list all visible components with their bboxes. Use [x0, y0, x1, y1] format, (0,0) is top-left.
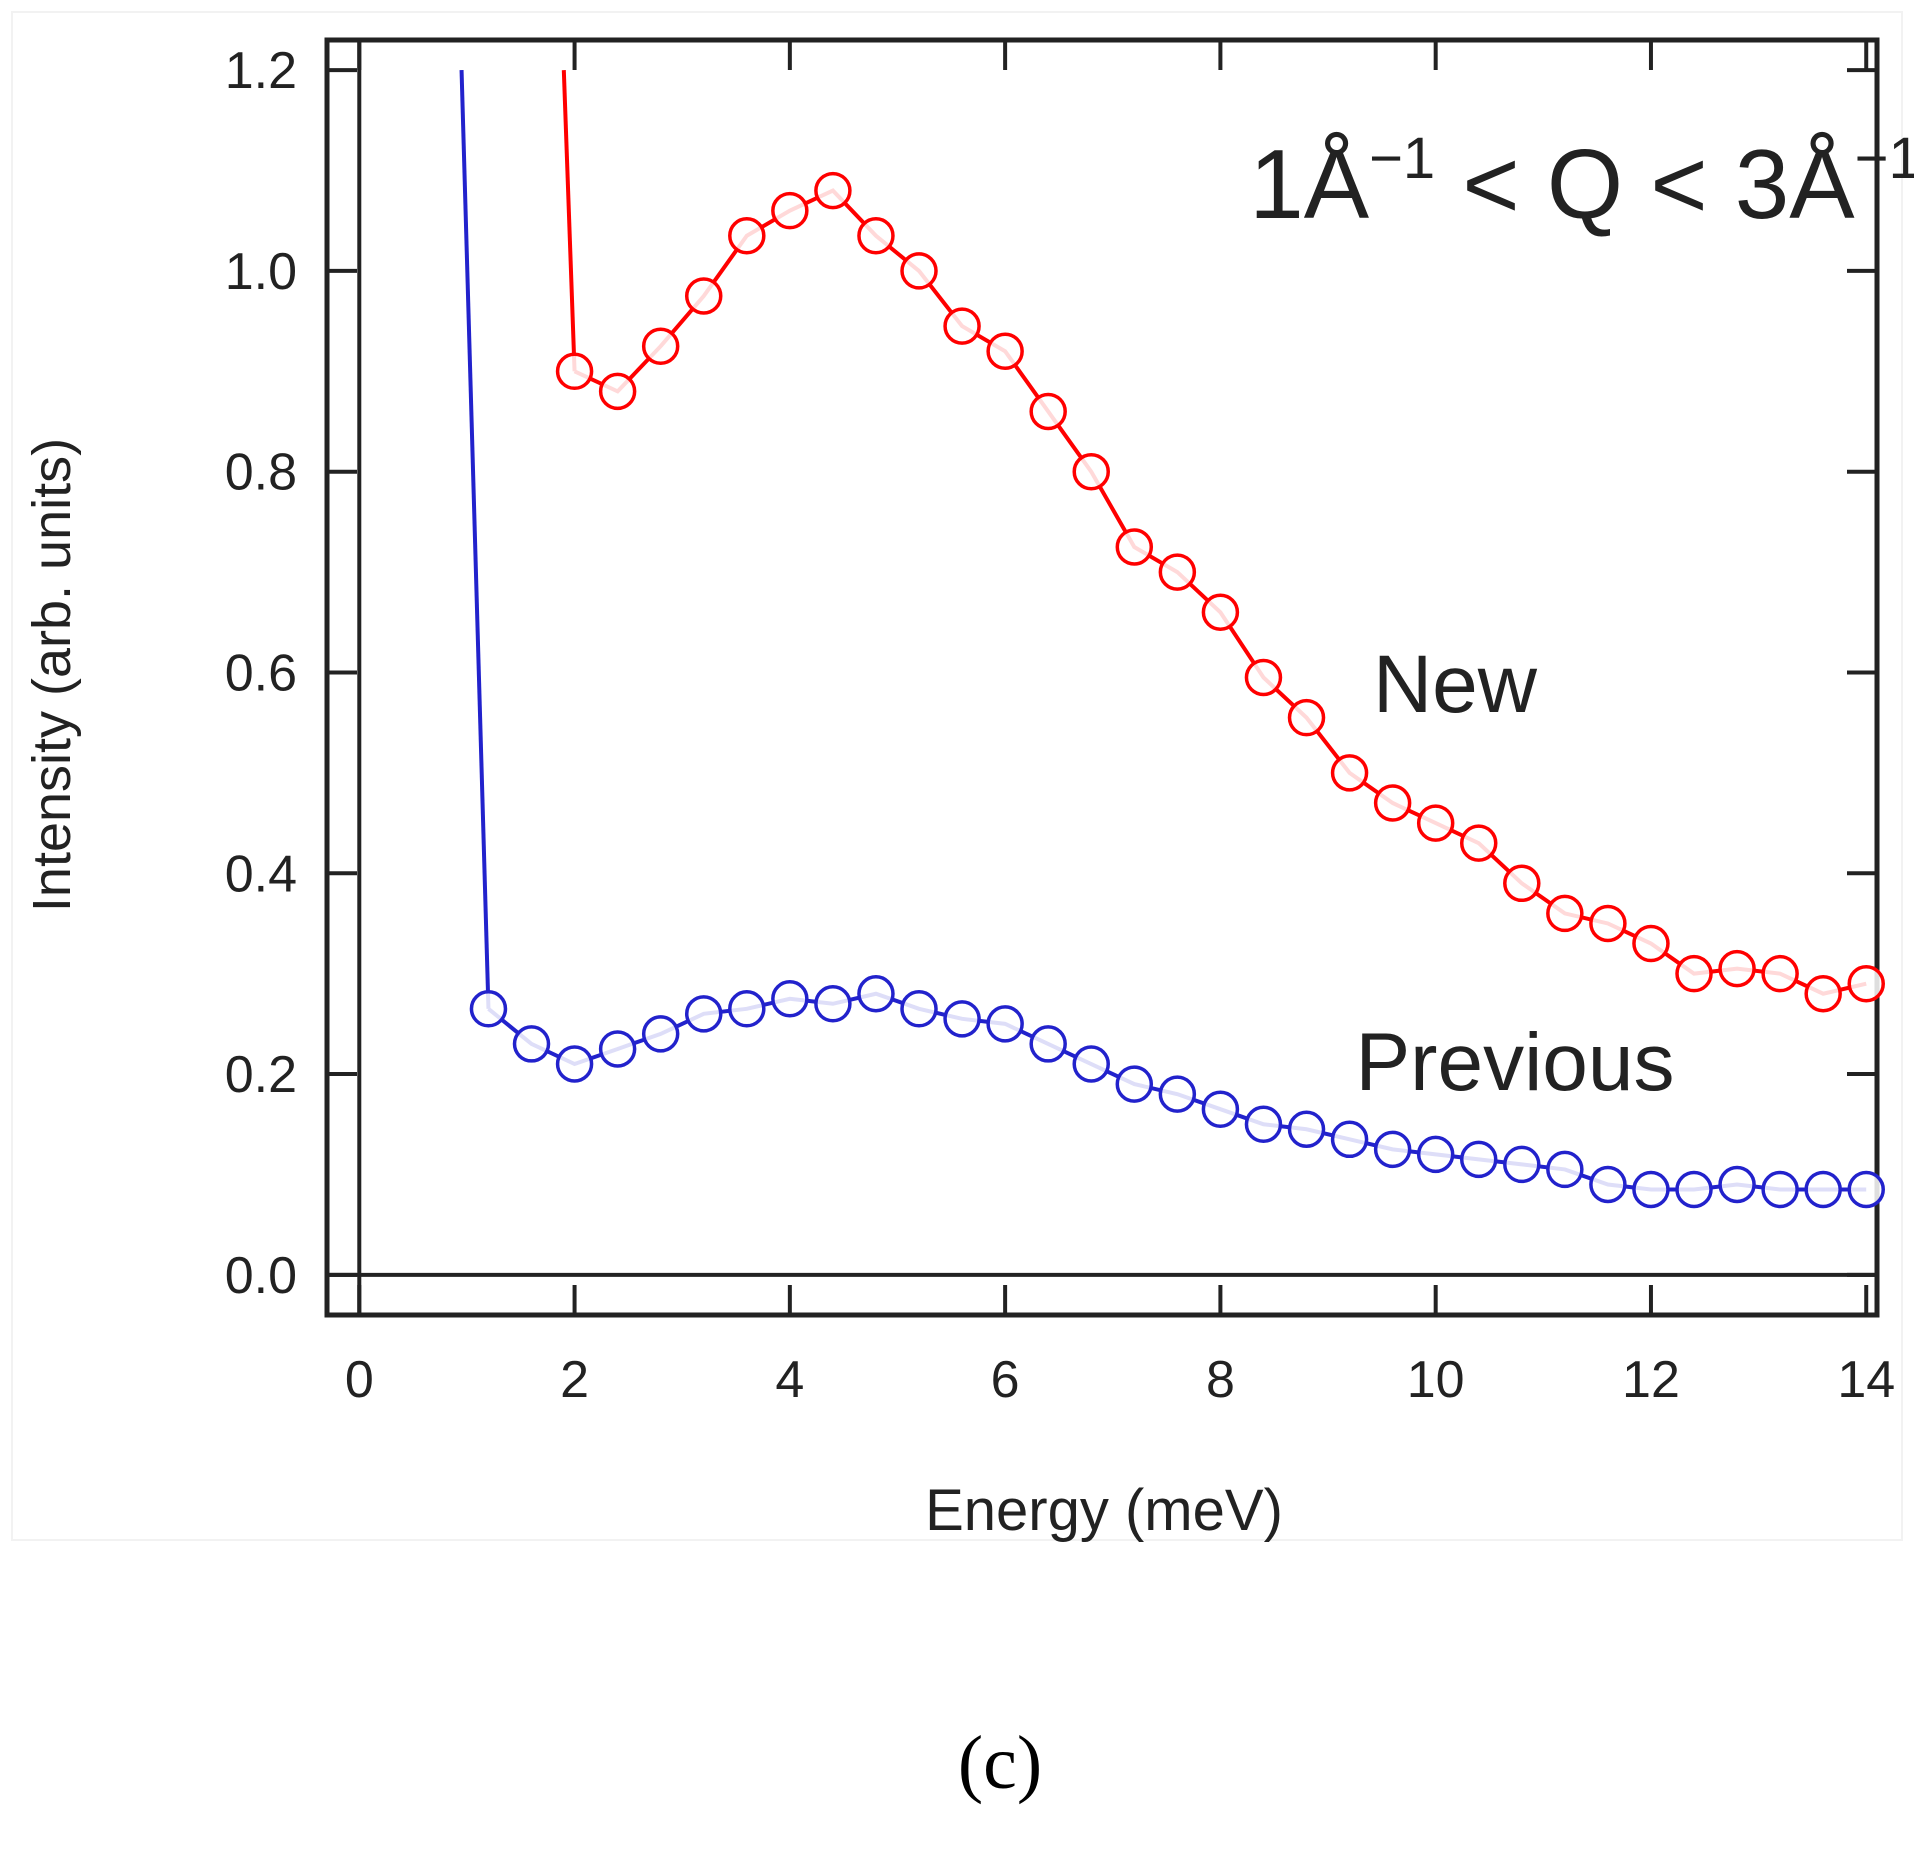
legend-label-new: New [1373, 639, 1538, 730]
series-new-point [558, 354, 592, 388]
series-new-point [859, 219, 893, 253]
y-tick-label: 1.2 [225, 42, 297, 100]
series-previous-point [1591, 1167, 1625, 1201]
series-previous-point [1031, 1027, 1065, 1061]
series-new-point [902, 254, 936, 288]
x-tick-label: 6 [991, 1351, 1020, 1409]
series-previous-point [1290, 1112, 1324, 1146]
series-previous-point [1419, 1137, 1453, 1171]
series-new-point [1806, 977, 1840, 1011]
series-new-point [1074, 455, 1108, 489]
annotation-sup1: −1 [1369, 126, 1435, 191]
series-new-point [773, 194, 807, 228]
series-new-point [730, 219, 764, 253]
x-tick-label: 0 [345, 1351, 374, 1409]
series-previous-point [644, 1017, 678, 1051]
series-new-point [1634, 927, 1668, 961]
series-previous-point [1720, 1167, 1754, 1201]
series-new-point [1763, 957, 1797, 991]
series-new-point [1677, 957, 1711, 991]
series-new-point [1031, 394, 1065, 428]
legend-label-previous: Previous [1355, 1017, 1674, 1108]
series-new-point [1290, 701, 1324, 735]
chart: 0 2 4 6 8 10 12 140.00.20.40.60.81.01.2 1Å−1 < … [0, 0, 1914, 1852]
x-tick-label: 10 [1407, 1351, 1465, 1409]
series-previous-point [988, 1007, 1022, 1041]
y-tick-label: 0.6 [225, 644, 297, 702]
series-new-point [1591, 906, 1625, 940]
series-previous-point [1246, 1107, 1280, 1141]
annotation-sup2: −1 [1855, 126, 1914, 191]
series-new-point [1376, 786, 1410, 820]
series-previous-point [1117, 1067, 1151, 1101]
series-new-point [1117, 530, 1151, 564]
x-axis-label: Energy (meV) [925, 1478, 1283, 1543]
series-previous-point [1505, 1147, 1539, 1181]
y-axis-label: Intensity (arb. units) [22, 438, 82, 912]
series-previous-point [1548, 1152, 1582, 1186]
series-previous-point [1203, 1092, 1237, 1126]
series-new-point [1462, 826, 1496, 860]
figure-background [12, 12, 1902, 1540]
series-previous-point [515, 1027, 549, 1061]
y-tick-label: 0.4 [225, 845, 297, 903]
y-tick-label: 0.2 [225, 1046, 297, 1104]
series-previous-point [902, 992, 936, 1026]
series-new-point [816, 174, 850, 208]
series-previous-point [601, 1032, 635, 1066]
y-tick-label: 0.0 [225, 1247, 297, 1305]
series-previous-point [471, 992, 505, 1026]
series-new-point [1203, 595, 1237, 629]
series-new-point [644, 329, 678, 363]
series-new-point [1160, 555, 1194, 589]
panel-label: (c) [958, 1721, 1042, 1805]
series-previous-point [1634, 1173, 1668, 1207]
series-previous-point [1849, 1173, 1883, 1207]
annotation-middle: < Q < 3Å [1435, 129, 1855, 239]
series-previous-point [1677, 1173, 1711, 1207]
x-tick-label: 14 [1837, 1351, 1895, 1409]
series-previous-point [1074, 1047, 1108, 1081]
y-tick-label: 1.0 [225, 243, 297, 301]
series-previous-point [859, 977, 893, 1011]
x-tick-label: 8 [1206, 1351, 1235, 1409]
series-new-point [601, 374, 635, 408]
series-new-point [687, 279, 721, 313]
series-new-point [1333, 756, 1367, 790]
annotation-prefix: 1Å [1249, 129, 1370, 239]
series-previous-point [687, 997, 721, 1031]
annotation-q-range: 1Å−1 < Q < 3Å−1 [1249, 126, 1914, 239]
series-previous-point [773, 982, 807, 1016]
series-new-point [1849, 967, 1883, 1001]
series-previous-point [1462, 1142, 1496, 1176]
series-previous-point [945, 1002, 979, 1036]
x-tick-label: 4 [775, 1351, 804, 1409]
y-tick-label: 0.8 [225, 444, 297, 502]
series-previous-point [816, 987, 850, 1021]
series-new-point [1505, 866, 1539, 900]
series-previous-point [1376, 1132, 1410, 1166]
series-new-point [1548, 896, 1582, 930]
series-previous-point [558, 1047, 592, 1081]
series-previous-point [1763, 1173, 1797, 1207]
series-new-point [945, 309, 979, 343]
x-tick-label: 2 [560, 1351, 589, 1409]
series-new-point [1419, 806, 1453, 840]
series-previous-point [1160, 1077, 1194, 1111]
series-new-point [1246, 661, 1280, 695]
series-previous-point [1806, 1173, 1840, 1207]
series-previous-point [730, 992, 764, 1026]
series-new-point [988, 334, 1022, 368]
series-new-point [1720, 952, 1754, 986]
x-tick-label: 12 [1622, 1351, 1680, 1409]
series-previous-point [1333, 1122, 1367, 1156]
